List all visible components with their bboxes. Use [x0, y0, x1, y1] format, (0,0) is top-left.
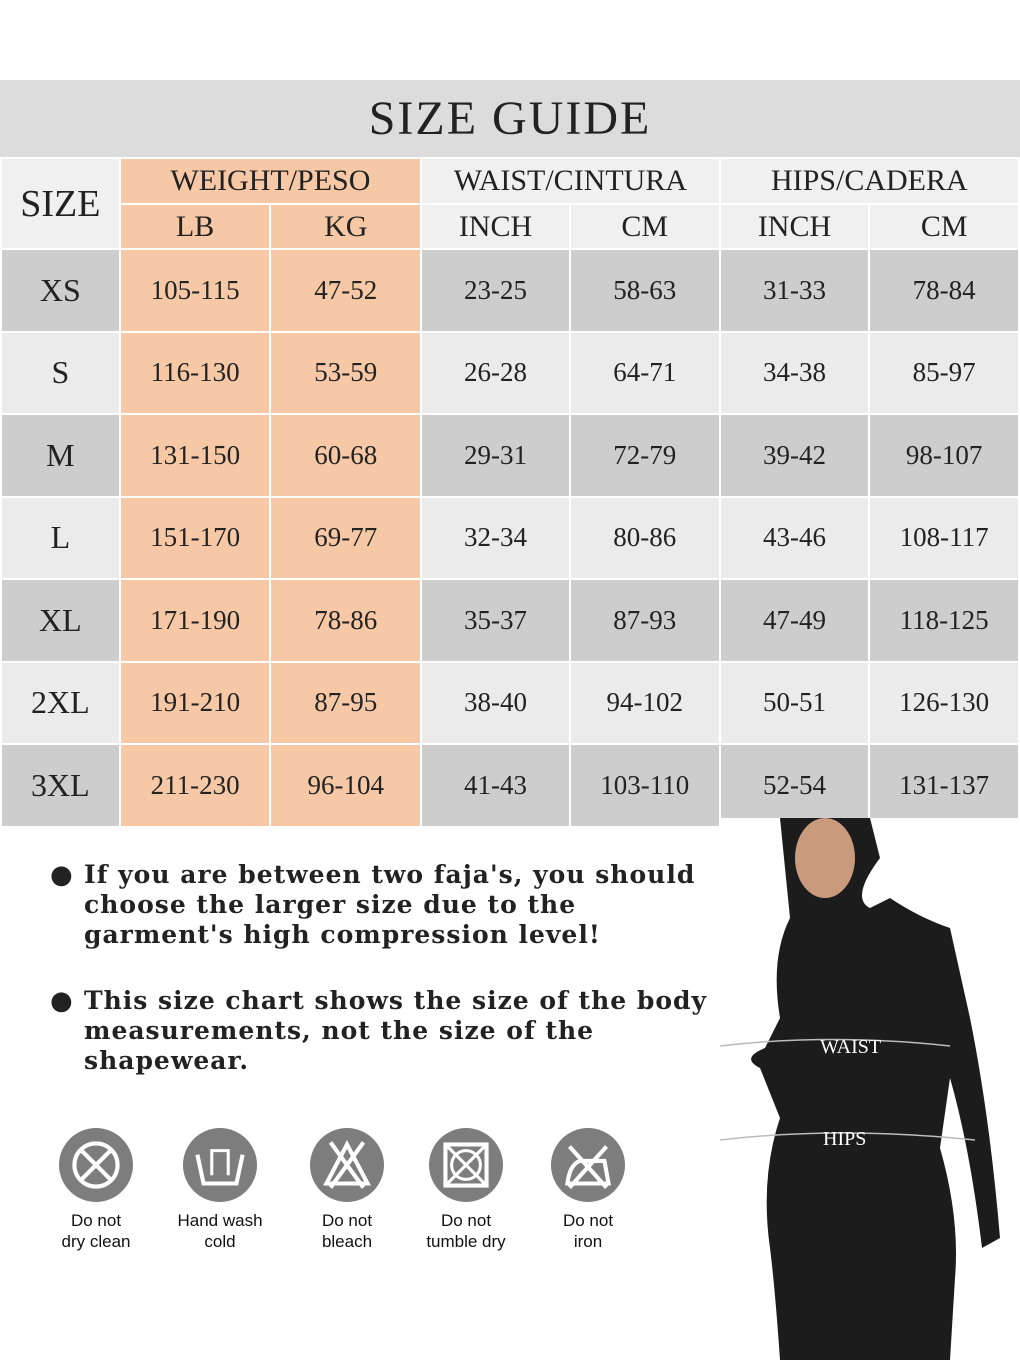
waist-inch-cell: 38-40: [420, 660, 571, 745]
header-hips-cm: CM: [868, 203, 1020, 250]
no-tumble-dry-icon: [429, 1128, 503, 1202]
waist-cm-cell: 80-86: [568, 495, 721, 580]
lb-cell: 171-190: [118, 578, 272, 663]
care-label-2: dry clean: [61, 1232, 131, 1251]
header-waist: WAIST/CINTURA: [420, 157, 721, 205]
size-cell: M: [0, 413, 121, 498]
hips-cm-cell: 78-84: [868, 248, 1020, 333]
hips-label: HIPS: [823, 1128, 866, 1150]
kg-cell: 96-104: [269, 743, 423, 828]
lb-cell: 131-150: [118, 413, 272, 498]
waist-cm-cell: 72-79: [568, 413, 721, 498]
table-row: 2XL 191-210 87-95 38-40 94-102 50-51 126-130: [0, 660, 1020, 745]
header-hips: HIPS/CADERA: [718, 157, 1020, 205]
note-text: This size chart shows the size of the bo…: [84, 986, 708, 1075]
hips-cm-cell: 131-137: [868, 743, 1020, 828]
care-item: Do not dry clean: [36, 1128, 156, 1252]
lb-cell: 151-170: [118, 495, 272, 580]
hips-cm-cell: 126-130: [868, 660, 1020, 745]
care-label-2: bleach: [321, 1232, 373, 1251]
waist-cm-cell: 64-71: [568, 330, 721, 415]
lb-cell: 105-115: [118, 248, 272, 333]
kg-cell: 47-52: [269, 248, 423, 333]
size-table: SIZE WEIGHT/PESO WAIST/CINTURA HIPS/CADE…: [0, 157, 1020, 828]
kg-cell: 69-77: [269, 495, 423, 580]
lb-cell: 211-230: [118, 743, 272, 828]
care-item: Hand wash cold: [160, 1128, 280, 1252]
note-text: If you are between two faja's, you shoul…: [84, 860, 696, 949]
hips-cm-cell: 118-125: [868, 578, 1020, 663]
size-cell: S: [0, 330, 121, 415]
kg-cell: 60-68: [269, 413, 423, 498]
kg-cell: 78-86: [269, 578, 423, 663]
care-label-1: Do not: [562, 1211, 614, 1230]
header-hips-inch: INCH: [718, 203, 871, 250]
table-row: XL 171-190 78-86 35-37 87-93 47-49 118-125: [0, 578, 1020, 663]
hand-wash-icon: [183, 1128, 257, 1202]
hips-cm-cell: 108-117: [868, 495, 1020, 580]
hips-inch-cell: 43-46: [718, 495, 871, 580]
hips-cm-cell: 98-107: [868, 413, 1020, 498]
waist-inch-cell: 41-43: [420, 743, 571, 828]
table-row: L 151-170 69-77 32-34 80-86 43-46 108-117: [0, 495, 1020, 580]
waist-cm-cell: 87-93: [568, 578, 721, 663]
waist-inch-cell: 35-37: [420, 578, 571, 663]
waist-inch-cell: 23-25: [420, 248, 571, 333]
table-row: M 131-150 60-68 29-31 72-79 39-42 98-107: [0, 413, 1020, 498]
care-item: Do not tumble dry: [406, 1128, 526, 1252]
care-item: Do not bleach: [287, 1128, 407, 1252]
note-item: ● If you are between two faja's, you shou…: [50, 860, 730, 950]
table-row: XS 105-115 47-52 23-25 58-63 31-33 78-84: [0, 248, 1020, 333]
waist-inch-cell: 32-34: [420, 495, 571, 580]
header-kg: KG: [269, 203, 423, 250]
header-waist-cm: CM: [568, 203, 721, 250]
model-image: WAIST HIPS: [720, 818, 1020, 1360]
notes: ● If you are between two faja's, you shou…: [50, 860, 730, 1112]
hips-inch-cell: 31-33: [718, 248, 871, 333]
lb-cell: 191-210: [118, 660, 272, 745]
note-item: ● This size chart shows the size of the b…: [50, 986, 730, 1076]
no-bleach-icon: [310, 1128, 384, 1202]
no-dry-clean-icon: [59, 1128, 133, 1202]
care-label-1: Do not: [440, 1211, 492, 1230]
care-label-2: cold: [204, 1232, 236, 1251]
waist-label: WAIST: [820, 1036, 881, 1058]
waist-cm-cell: 58-63: [568, 248, 721, 333]
care-item: Do not iron: [528, 1128, 648, 1252]
header-size: SIZE: [0, 157, 121, 250]
hips-cm-cell: 85-97: [868, 330, 1020, 415]
bullet-icon: ●: [50, 860, 74, 890]
waist-inch-cell: 29-31: [420, 413, 571, 498]
kg-cell: 87-95: [269, 660, 423, 745]
care-label-1: Do not: [70, 1211, 122, 1230]
size-cell: XS: [0, 248, 121, 333]
waist-cm-cell: 103-110: [568, 743, 721, 828]
header-weight: WEIGHT/PESO: [118, 157, 423, 205]
hips-inch-cell: 47-49: [718, 578, 871, 663]
kg-cell: 53-59: [269, 330, 423, 415]
hips-inch-cell: 39-42: [718, 413, 871, 498]
header-lb: LB: [118, 203, 272, 250]
care-label-2: tumble dry: [426, 1232, 506, 1251]
size-cell: L: [0, 495, 121, 580]
table-row: S 116-130 53-59 26-28 64-71 34-38 85-97: [0, 330, 1020, 415]
care-label-1: Hand wash: [177, 1211, 263, 1230]
care-label-1: Do not: [321, 1211, 373, 1230]
size-cell: 2XL: [0, 660, 121, 745]
waist-inch-cell: 26-28: [420, 330, 571, 415]
care-label-2: iron: [573, 1232, 603, 1251]
hips-inch-cell: 52-54: [718, 743, 871, 828]
no-iron-icon: [551, 1128, 625, 1202]
page-title: SIZE GUIDE: [0, 80, 1020, 157]
lb-cell: 116-130: [118, 330, 272, 415]
table-row: 3XL 211-230 96-104 41-43 103-110 52-54 131-137: [0, 743, 1020, 828]
size-cell: XL: [0, 578, 121, 663]
waist-cm-cell: 94-102: [568, 660, 721, 745]
bullet-icon: ●: [50, 986, 74, 1016]
header-waist-inch: INCH: [420, 203, 571, 250]
hips-inch-cell: 50-51: [718, 660, 871, 745]
size-cell: 3XL: [0, 743, 121, 828]
hips-inch-cell: 34-38: [718, 330, 871, 415]
